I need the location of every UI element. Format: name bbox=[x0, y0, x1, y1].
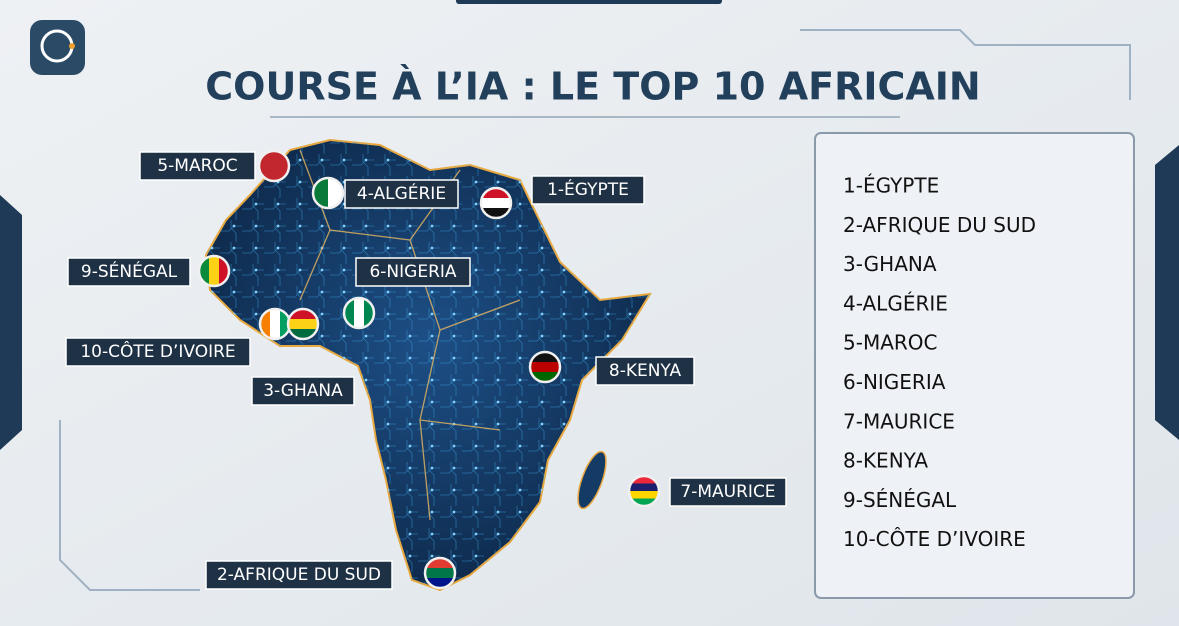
africa bbox=[204, 138, 652, 592]
flag bbox=[260, 309, 290, 339]
flag-ring bbox=[627, 474, 661, 508]
borders bbox=[299, 149, 521, 521]
map-label-box bbox=[669, 477, 787, 507]
flag bbox=[425, 558, 455, 588]
flag-stripe bbox=[629, 483, 659, 492]
map-label-box bbox=[67, 257, 191, 287]
ranking-item: 9-SÉNÉGAL bbox=[843, 488, 957, 512]
map-label: 9-SÉNÉGAL bbox=[81, 260, 178, 282]
side-tab bbox=[1155, 145, 1179, 440]
map-label-box bbox=[344, 179, 459, 209]
map-label: 8-KENYA bbox=[609, 361, 682, 381]
ranking-item: 5-MAROC bbox=[843, 331, 937, 355]
map-label-box bbox=[595, 356, 695, 386]
flag-ring bbox=[257, 149, 291, 183]
flag-ring bbox=[479, 186, 513, 220]
map-label: 2-AFRIQUE DU SUD bbox=[217, 565, 381, 585]
flag-stripe bbox=[629, 498, 659, 506]
flag-stripe bbox=[313, 178, 329, 208]
flag-stripe bbox=[425, 568, 455, 579]
flag-ring bbox=[342, 296, 376, 330]
flag-ring bbox=[528, 350, 562, 384]
flag-ring bbox=[423, 556, 457, 590]
flag bbox=[288, 309, 318, 339]
flag-stripe bbox=[425, 558, 455, 569]
madagascar bbox=[577, 450, 607, 510]
ranking-item: 2-AFRIQUE DU SUD bbox=[843, 213, 1036, 237]
map-label: 4-ALGÉRIE bbox=[357, 182, 446, 204]
map-label-box bbox=[205, 560, 393, 590]
map-label: 6-NIGERIA bbox=[369, 262, 456, 282]
flag bbox=[344, 298, 374, 328]
flag-stripe bbox=[280, 309, 290, 339]
flag-stripe bbox=[199, 256, 210, 286]
flag-stripe bbox=[481, 188, 511, 199]
flag-stripe bbox=[629, 491, 659, 499]
flag-stripe bbox=[481, 208, 511, 218]
map-label-box bbox=[531, 175, 645, 205]
flag-stripe bbox=[288, 319, 318, 330]
flag-stripe bbox=[288, 329, 318, 339]
logo bbox=[30, 20, 85, 75]
flag-ring bbox=[311, 176, 345, 210]
map-label: 3-GHANA bbox=[263, 381, 343, 401]
ranking-item: 10-CÔTE D’IVOIRE bbox=[843, 527, 1026, 551]
map-label: 1-ÉGYPTE bbox=[547, 178, 629, 200]
ranking-panel bbox=[814, 132, 1135, 599]
flag-stripe bbox=[530, 362, 560, 373]
flag-ring bbox=[286, 307, 320, 341]
ranking-item: 4-ALGÉRIE bbox=[843, 291, 948, 315]
flag-ring bbox=[197, 254, 231, 288]
circuit-deco bbox=[800, 29, 1131, 100]
map-label: 7-MAURICE bbox=[680, 482, 775, 502]
flag bbox=[481, 188, 511, 218]
flag-stripe bbox=[219, 256, 229, 286]
flag-stripe bbox=[481, 198, 511, 209]
flag-stripe bbox=[328, 178, 343, 208]
ranking-item: 8-KENYA bbox=[843, 449, 928, 473]
logo-dot bbox=[69, 43, 75, 49]
flag-stripe bbox=[260, 309, 271, 339]
flag-stripe bbox=[530, 372, 560, 382]
flag-stripe bbox=[425, 578, 455, 588]
flag bbox=[313, 178, 343, 208]
flag bbox=[199, 256, 229, 286]
ranking-item: 1-ÉGYPTE bbox=[843, 174, 939, 198]
ranking-item: 6-NIGERIA bbox=[843, 370, 946, 394]
flag-stripe bbox=[288, 309, 318, 320]
circuit-deco bbox=[59, 420, 200, 591]
map-label: 10-CÔTE D’IVOIRE bbox=[80, 340, 235, 362]
map-label-box bbox=[139, 151, 256, 181]
flag-stripe bbox=[344, 298, 355, 328]
ranking-item: 3-GHANA bbox=[843, 252, 937, 276]
flag bbox=[530, 352, 560, 382]
title: COURSE À L’IA : LE TOP 10 AFRICAIN bbox=[205, 65, 980, 109]
flag-stripe bbox=[209, 256, 220, 286]
map-label-box bbox=[251, 376, 355, 406]
map-label-box bbox=[65, 337, 251, 367]
map-label-box bbox=[355, 257, 471, 287]
flag-stripe bbox=[364, 298, 374, 328]
ranking-item: 7-MAURICE bbox=[843, 409, 955, 433]
flag bbox=[629, 476, 659, 506]
flag-stripe bbox=[629, 476, 659, 484]
flag-stripe bbox=[270, 309, 281, 339]
map-label: 5-MAROC bbox=[157, 156, 237, 176]
flag-stripe bbox=[354, 298, 365, 328]
flag-stripe bbox=[530, 352, 560, 363]
side-tab bbox=[0, 195, 22, 450]
top-tab bbox=[456, 0, 722, 4]
circuit-texture bbox=[206, 140, 650, 590]
